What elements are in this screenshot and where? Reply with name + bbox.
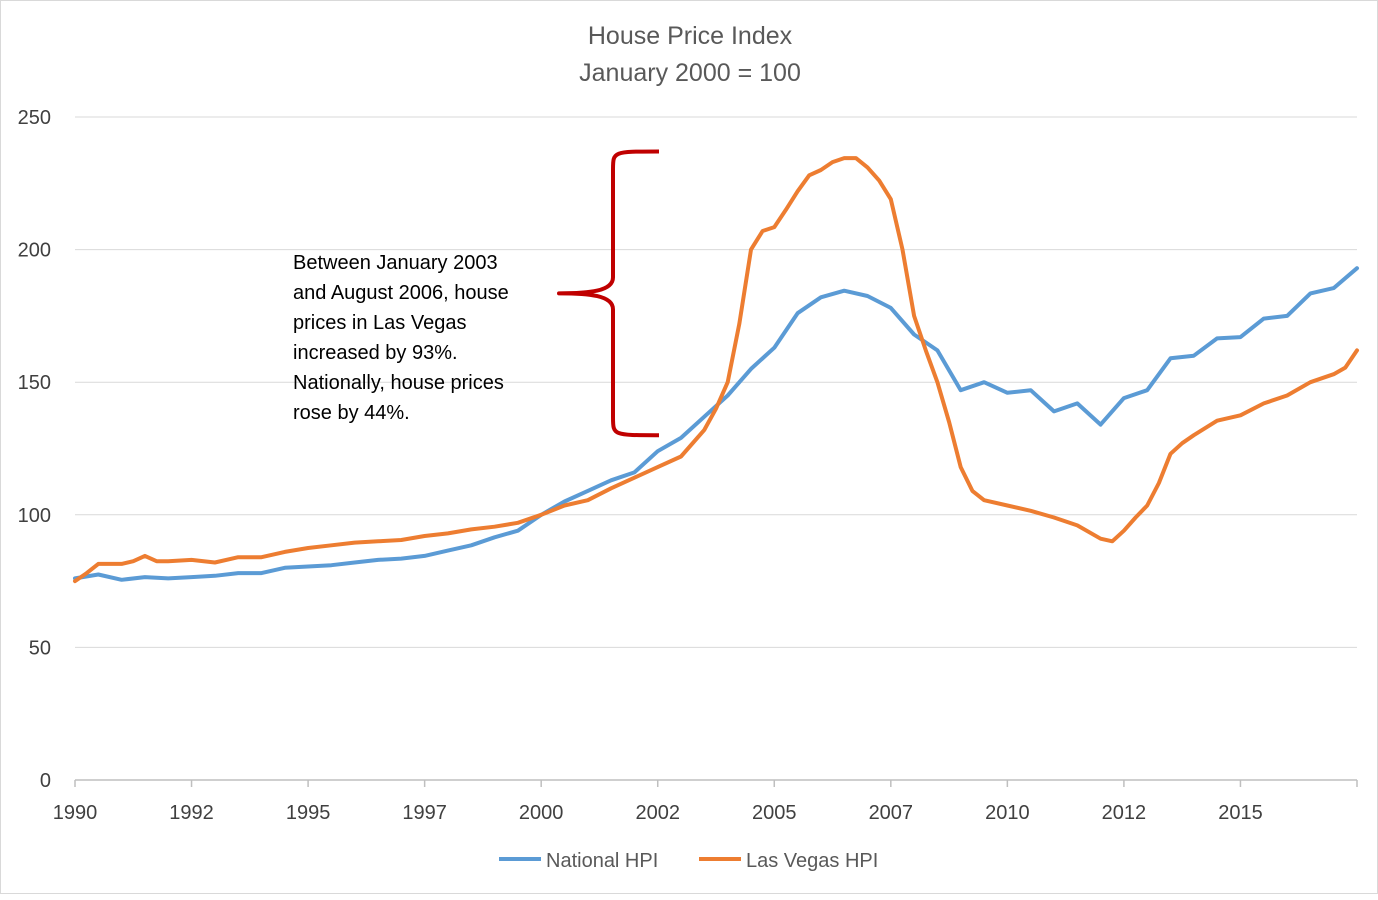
x-tick-label-1992: 1992	[169, 802, 214, 824]
x-tick-label-2007: 2007	[869, 802, 914, 824]
x-tick-label-2015: 2015	[1218, 802, 1263, 824]
y-tick-label-150: 150	[18, 372, 51, 394]
annotation-line-2: and August 2006, house	[293, 282, 509, 304]
annotation-text: Between January 2003 and August 2006, hou…	[293, 252, 509, 424]
annotation-line-1: Between January 2003	[293, 252, 498, 274]
series-line-las-vegas-hpi	[73, 156, 1359, 584]
gridlines	[75, 116, 1357, 648]
x-tick-label-2012: 2012	[1102, 802, 1147, 824]
y-tick-label-100: 100	[18, 505, 51, 527]
legend-label-las-vegas-hpi: Las Vegas HPI	[746, 850, 878, 872]
annotation-line-4: increased by 93%.	[293, 342, 458, 364]
y-axis-tick-labels: 0 50 100 150 200 250	[18, 107, 51, 792]
legend: National HPI Las Vegas HPI	[499, 850, 878, 872]
y-tick-label-250: 250	[18, 107, 51, 129]
y-tick-label-0: 0	[40, 770, 51, 792]
annotation-line-5: Nationally, house prices	[293, 372, 504, 394]
x-tick-label-1990: 1990	[53, 802, 98, 824]
y-tick-label-50: 50	[29, 637, 51, 659]
chart-title: House Price Index	[588, 22, 793, 50]
y-tick-label-200: 200	[18, 240, 51, 262]
x-tick-label-2005: 2005	[752, 802, 797, 824]
x-tick-label-2000: 2000	[519, 802, 564, 824]
annotation-line-6: rose by 44%.	[293, 402, 410, 424]
x-axis	[74, 779, 1358, 787]
x-tick-label-2010: 2010	[985, 802, 1030, 824]
x-tick-label-1997: 1997	[402, 802, 447, 824]
data-series	[73, 156, 1359, 584]
annotation: Between January 2003 and August 2006, hou…	[293, 149, 660, 438]
x-axis-tick-labels: 1990 1992 1995 1997 2000 2002 2005 2007 2010 2012…	[53, 802, 1263, 824]
x-tick-label-1995: 1995	[286, 802, 331, 824]
x-tick-label-2002: 2002	[635, 802, 680, 824]
chart-subtitle: January 2000 = 100	[579, 59, 801, 87]
legend-label-national-hpi: National HPI	[546, 850, 658, 872]
annotation-bracket	[557, 149, 660, 438]
series-line-national-hpi	[73, 266, 1359, 582]
annotation-line-3: prices in Las Vegas	[293, 312, 466, 334]
